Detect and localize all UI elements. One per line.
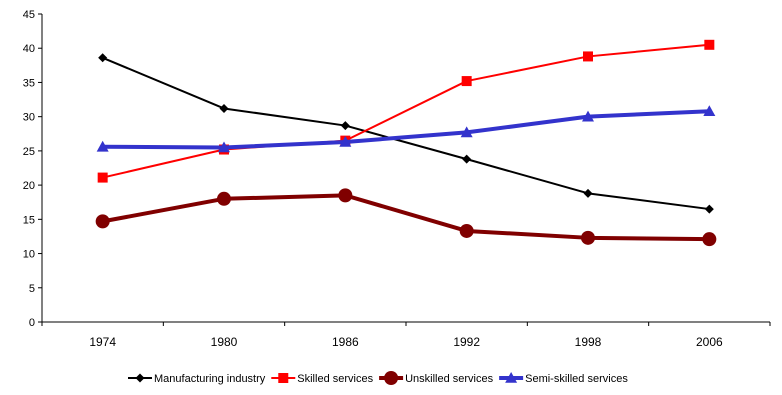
- x-tick-label: 1980: [211, 335, 238, 349]
- legend-label: Semi-skilled services: [525, 373, 628, 385]
- legend-swatch-marker: [384, 371, 399, 385]
- data-point: [704, 39, 715, 50]
- data-point: [97, 172, 108, 183]
- y-tick-label: 15: [23, 214, 35, 226]
- y-tick-label: 0: [29, 317, 35, 329]
- series-unskilled-services: [95, 188, 717, 247]
- legend-swatch-marker: [135, 373, 145, 383]
- series-line: [102, 193, 710, 242]
- legend-item: Semi-skilled services: [499, 372, 628, 385]
- x-tick-label: 1986: [332, 335, 359, 349]
- data-point: [95, 214, 110, 229]
- series-skilled-services: [97, 39, 715, 183]
- y-tick-label: 30: [23, 112, 35, 124]
- y-tick-label: 20: [23, 180, 35, 192]
- legend-swatch-marker: [505, 372, 518, 383]
- data-point: [338, 188, 353, 203]
- data-point: [96, 140, 109, 152]
- y-tick-label: 5: [29, 283, 35, 295]
- x-tick-label: 1998: [575, 335, 602, 349]
- data-point: [340, 121, 350, 131]
- data-point: [459, 223, 474, 238]
- series-line: [102, 43, 710, 179]
- data-point: [583, 51, 593, 62]
- legend-item: Unskilled services: [379, 371, 494, 385]
- data-point: [704, 204, 714, 214]
- data-point: [581, 230, 595, 245]
- y-tick-label: 25: [23, 146, 35, 158]
- x-tick-label: 1992: [453, 335, 480, 349]
- legend-label: Unskilled services: [405, 373, 494, 385]
- y-tick-label: 40: [23, 43, 35, 55]
- data-point: [219, 103, 229, 113]
- legend-item: Manufacturing industry: [128, 373, 266, 385]
- data-point: [702, 232, 717, 247]
- data-point: [217, 191, 231, 206]
- series-semi-skilled-services: [96, 105, 716, 153]
- data-point: [462, 154, 472, 164]
- data-point: [218, 141, 230, 153]
- legend-item: Skilled services: [271, 373, 374, 385]
- x-tick-label: 1974: [89, 335, 116, 349]
- y-tick-label: 35: [23, 77, 35, 89]
- data-point: [703, 105, 716, 116]
- series-lines: [95, 39, 717, 247]
- y-tick-label: 10: [23, 249, 35, 261]
- legend-swatch-marker: [278, 373, 289, 383]
- data-point: [583, 188, 593, 198]
- data-point: [98, 53, 108, 63]
- axes: 0 5 10 15 20 25 30 35 40 45 1974 1980 1986 1992 1998 20…: [23, 9, 771, 349]
- data-point: [461, 76, 472, 87]
- data-point: [339, 135, 352, 147]
- series-line: [102, 109, 710, 150]
- data-point: [460, 126, 473, 138]
- series-manufacturing-industry: [98, 53, 714, 214]
- x-tick-label: 2006: [696, 335, 723, 349]
- legend: Manufacturing industry Skilled services Un…: [128, 371, 628, 385]
- y-tick-label: 45: [23, 9, 35, 21]
- legend-label: Skilled services: [297, 373, 373, 385]
- series-line: [102, 56, 710, 211]
- data-point: [582, 110, 594, 122]
- legend-label: Manufacturing industry: [154, 373, 266, 385]
